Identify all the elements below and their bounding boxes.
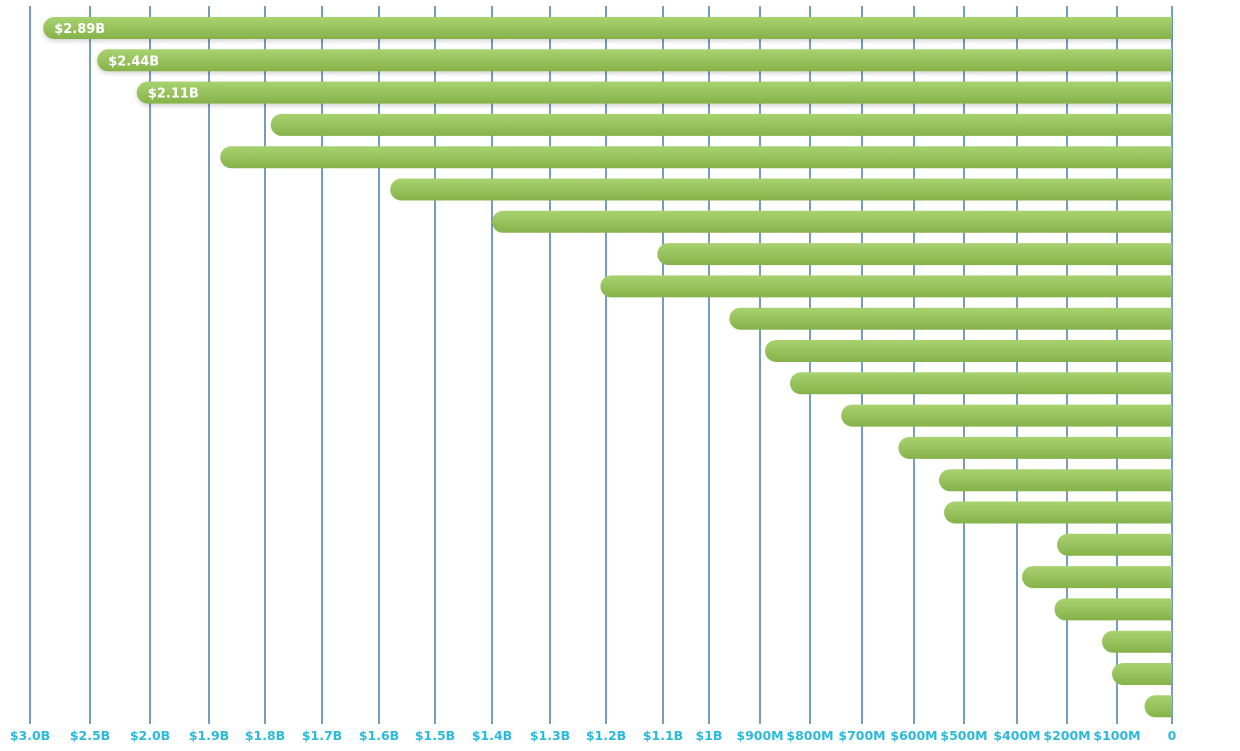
bar-group xyxy=(1022,566,1172,589)
bar-group xyxy=(270,113,1172,136)
bars: $2.89B $2.44B $2.11B xyxy=(43,17,1173,718)
x-tick-label: $3.0B xyxy=(10,728,50,743)
bar-group xyxy=(729,307,1172,330)
x-tick-label: $500M xyxy=(940,728,987,743)
bar-group xyxy=(898,436,1172,459)
bar[interactable] xyxy=(944,501,1172,524)
bar[interactable] xyxy=(136,81,1172,104)
bar-group xyxy=(1112,663,1172,685)
bar[interactable] xyxy=(657,243,1172,266)
bar[interactable] xyxy=(1112,663,1172,685)
bar-value-label: $2.89B xyxy=(54,22,105,37)
bar-group xyxy=(841,404,1172,427)
bar-group: $2.11B xyxy=(136,81,1172,104)
bar[interactable] xyxy=(939,469,1172,492)
x-axis-tick-labels: $3.0B $2.5B $2.0B $1.9B $1.8B $1.7B $1.6B $1.5B… xyxy=(10,728,1177,743)
bar-value-label: $2.44B xyxy=(108,54,159,69)
x-tick-label: $700M xyxy=(838,728,885,743)
bar[interactable] xyxy=(600,275,1172,298)
bar[interactable] xyxy=(898,436,1172,459)
bar[interactable] xyxy=(790,372,1172,395)
bar[interactable] xyxy=(1057,533,1172,556)
bar-group xyxy=(657,243,1172,266)
bar-group xyxy=(1144,695,1173,718)
bar[interactable] xyxy=(390,178,1172,201)
x-tick-label: $1.5B xyxy=(415,728,455,743)
bar-group: $2.44B xyxy=(97,49,1173,72)
x-tick-label: $1.2B xyxy=(586,728,626,743)
bar-group xyxy=(790,372,1172,395)
x-tick-label: $800M xyxy=(786,728,833,743)
bar-group xyxy=(390,178,1172,201)
x-tick-label: $1.4B xyxy=(472,728,512,743)
x-tick-label: $600M xyxy=(890,728,937,743)
x-tick-label: $400M xyxy=(993,728,1040,743)
x-tick-label: $100M xyxy=(1093,728,1140,743)
bar-group xyxy=(1102,630,1172,653)
bar[interactable] xyxy=(729,307,1172,330)
bar-group xyxy=(765,340,1172,362)
x-tick-label: $1.7B xyxy=(302,728,342,743)
x-tick-label: $2.5B xyxy=(70,728,110,743)
x-tick-label: $900M xyxy=(736,728,783,743)
bar-group xyxy=(944,501,1172,524)
bar[interactable] xyxy=(97,49,1173,72)
bar[interactable] xyxy=(492,210,1173,233)
x-tick-label: $2.0B xyxy=(130,728,170,743)
bar-group xyxy=(600,275,1172,298)
bar[interactable] xyxy=(1102,630,1172,653)
gridlines xyxy=(29,6,1173,724)
bar[interactable] xyxy=(765,340,1172,362)
x-tick-label: $1.1B xyxy=(643,728,683,743)
x-tick-label: $1B xyxy=(696,728,723,743)
bar[interactable] xyxy=(220,146,1172,169)
bar[interactable] xyxy=(43,17,1173,39)
x-tick-label: $1.6B xyxy=(359,728,399,743)
bar-value-label: $2.11B xyxy=(148,87,199,102)
bar[interactable] xyxy=(270,113,1172,136)
x-tick-label: $200M xyxy=(1043,728,1090,743)
bar[interactable] xyxy=(1144,695,1173,718)
bar-group xyxy=(1057,533,1172,556)
bar[interactable] xyxy=(1054,598,1173,621)
bar[interactable] xyxy=(841,404,1172,427)
bar[interactable] xyxy=(1022,566,1172,589)
x-tick-label: 0 xyxy=(1168,728,1177,743)
x-tick-label: $1.9B xyxy=(189,728,229,743)
x-tick-label: $1.3B xyxy=(530,728,570,743)
bar-group xyxy=(1054,598,1173,621)
x-tick-label: $1.8B xyxy=(245,728,285,743)
bar-group: $2.89B xyxy=(43,17,1173,39)
bar-group xyxy=(939,469,1172,492)
bar-group xyxy=(220,146,1172,169)
bar-group xyxy=(492,210,1173,233)
